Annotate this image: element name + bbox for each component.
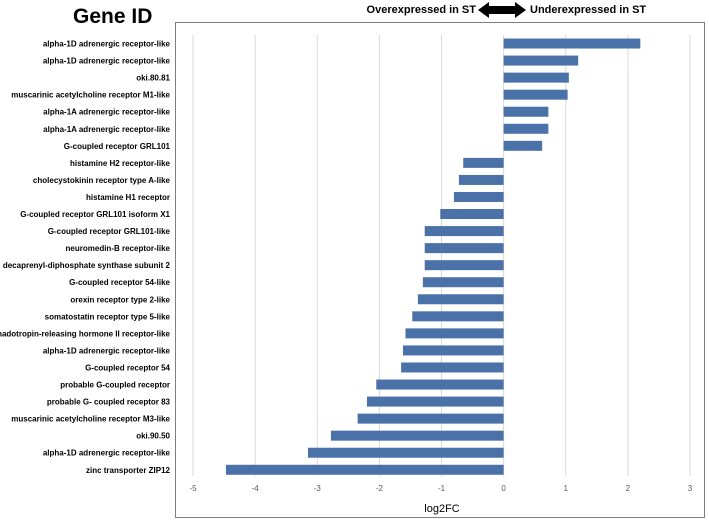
bar (503, 72, 569, 83)
category-label: G-coupled receptor GRL101 (64, 142, 171, 151)
category-label: decaprenyl-diphosphate synthase subunit … (3, 261, 171, 270)
x-tick-label: 1 (564, 484, 569, 493)
bar (424, 243, 504, 254)
bar (503, 123, 549, 134)
bar (424, 260, 504, 271)
category-label: zinc transporter ZIP12 (86, 466, 171, 475)
category-label: alpha-1A adrenergic receptor-like (43, 108, 170, 117)
bar (422, 277, 504, 288)
x-tick-label: -4 (252, 484, 260, 493)
category-labels: alpha-1D adrenergic receptor-like alpha-1… (0, 40, 171, 475)
bar (503, 89, 568, 100)
bar (366, 396, 504, 407)
category-label: somatostatin receptor type 5-like (45, 312, 171, 321)
overexpressed-label: Overexpressed in ST (366, 4, 476, 16)
x-tick-label: -5 (189, 484, 197, 493)
category-label: G-coupled receptor GRL101 isoform X1 (20, 210, 170, 219)
category-label: histamine H2 receptor-like (70, 159, 171, 168)
category-label: probable G- coupled receptor 83 (47, 398, 171, 407)
bar (503, 140, 543, 151)
category-label: alpha-1D adrenergic receptor-like (43, 57, 171, 66)
bar (453, 191, 504, 202)
bar (503, 106, 549, 117)
category-label: probable G-coupled receptor (60, 381, 170, 390)
bar (412, 311, 504, 322)
gene-id-header: Gene ID (73, 5, 153, 28)
category-label: alpha-1A adrenergic receptor-like (43, 125, 170, 134)
double-arrow-icon (478, 2, 526, 18)
category-label: alpha-1D adrenergic receptor-like (43, 40, 171, 49)
category-label: cholecystokinin receptor type A-like (33, 176, 171, 185)
category-label: muscarinic acetylcholine receptor M1-lik… (11, 91, 170, 100)
bar (376, 379, 504, 390)
x-tick-labels: -5 -4 -3 -2 -1 0 1 2 3 (189, 484, 692, 493)
gridlines (192, 35, 691, 476)
x-tick-label: 2 (626, 484, 631, 493)
bar (225, 464, 504, 475)
x-tick-label: -2 (376, 484, 384, 493)
chart-frame (175, 22, 705, 518)
bar (401, 362, 504, 373)
underexpressed-label: Underexpressed in ST (530, 4, 647, 16)
bar (503, 38, 641, 49)
category-label: histamine H1 receptor (86, 193, 170, 202)
bar (330, 430, 504, 441)
category-label: muscarinic acetylcholine receptor M3-lik… (11, 415, 170, 424)
bar (357, 413, 504, 424)
category-label: G-coupled receptor 54-like (69, 278, 170, 287)
bars (225, 38, 641, 475)
bar (458, 174, 504, 185)
category-label: G-coupled receptor GRL101-like (48, 227, 171, 236)
bar (307, 447, 504, 458)
bar (417, 294, 504, 305)
category-label: G-coupled receptor 54 (85, 363, 170, 372)
bar (402, 345, 504, 356)
x-tick-label: -3 (314, 484, 322, 493)
category-label: oki.80.81 (136, 74, 170, 83)
bar (424, 226, 504, 237)
bar (440, 209, 504, 220)
category-label: alpha-1D adrenergic receptor-like (43, 449, 171, 458)
x-tick-label: 3 (688, 484, 693, 493)
x-axis-title: log2FC (424, 503, 460, 515)
category-label: alpha-1D adrenergic receptor-like (43, 346, 171, 355)
x-tick-label: 0 (501, 484, 506, 493)
category-label: gonadotropin-releasing hormone II recept… (0, 329, 171, 338)
category-label: neuromedin-B receptor-like (66, 244, 171, 253)
category-label: orexin receptor type 2-like (70, 295, 170, 304)
bar (405, 328, 504, 339)
bar (503, 55, 579, 66)
x-tick-label: -1 (438, 484, 446, 493)
category-label: oki.90.50 (136, 432, 170, 441)
bar (463, 157, 504, 168)
